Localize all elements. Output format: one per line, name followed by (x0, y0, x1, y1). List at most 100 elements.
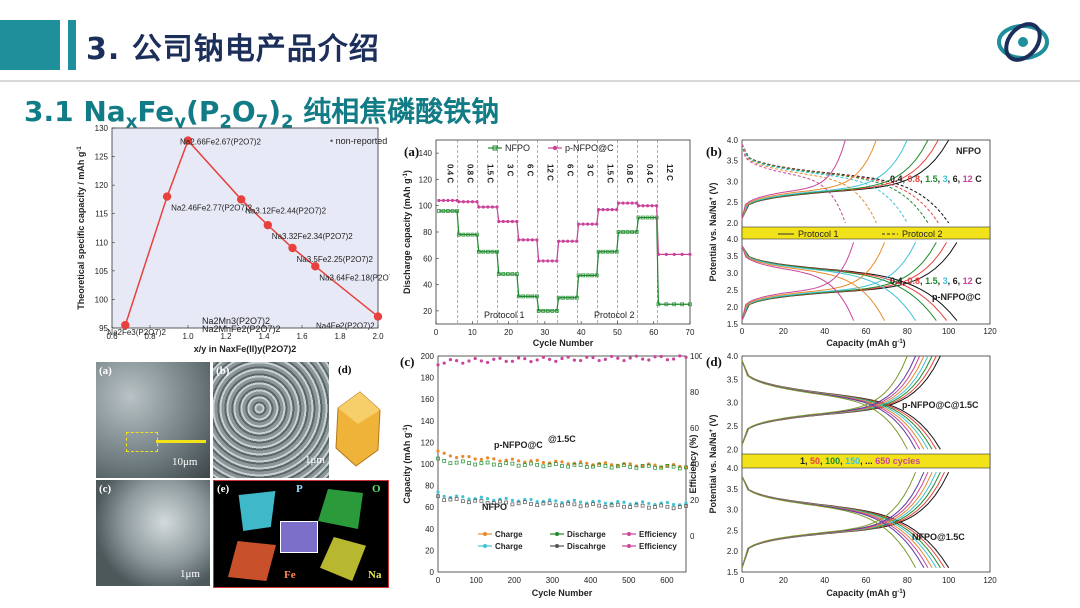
cycling-point (641, 357, 645, 361)
chart-a-x-tick: 70 (686, 328, 695, 337)
chart1-point (237, 195, 246, 204)
cycling-point (678, 354, 682, 358)
chart-d-x-tick: 80 (903, 576, 912, 585)
chart1-x-tick: 1.2 (220, 332, 232, 341)
sem-image-b: (b) 1μm (213, 362, 329, 478)
cycling-point (498, 459, 502, 463)
cycling-point (566, 501, 571, 506)
chart-a-point (466, 232, 470, 237)
scale-bar-a: 10μm (172, 456, 198, 468)
chart-a-point (664, 252, 668, 256)
chart-a-point (688, 302, 692, 307)
chart-a-point (441, 198, 446, 203)
chart-a-point (645, 215, 650, 220)
cycling-point (455, 456, 459, 460)
chart1-y-tick: 105 (95, 267, 109, 276)
cycling-point (504, 461, 509, 466)
cycling-point (560, 464, 564, 468)
chart1-point-label: Na4Fe2(P2O7)2 (316, 322, 375, 331)
chart-a-point (437, 198, 441, 203)
chart-b-y-tick: 3.0 (727, 177, 739, 186)
chart-c-y-tick: 60 (425, 503, 434, 512)
chart-d-y-tick: 1.5 (727, 568, 739, 577)
cycling-point (603, 501, 607, 505)
cycling-point (622, 463, 626, 467)
chart-a-point (650, 215, 654, 220)
chart-a-point (476, 249, 481, 254)
chart-a-point (541, 259, 545, 263)
cycling-point (448, 497, 453, 502)
cycling-point (578, 504, 583, 509)
chart-c-y-tick: 180 (421, 374, 435, 383)
rate-label: 6 C (525, 164, 534, 177)
cycling-point (517, 499, 521, 503)
cycling-point (610, 501, 614, 505)
chart-a-point (634, 230, 639, 234)
chart-a-point (461, 200, 465, 204)
cycling-point (665, 464, 670, 468)
chart-b-rates-top: 0.4, 0.8, 1.5, 3, 6, 12 C (890, 174, 982, 184)
chart-c-y2-tick: 40 (690, 460, 699, 469)
chart-a-point (475, 200, 479, 204)
cycling-point (485, 501, 490, 505)
company-logo-icon (997, 22, 1049, 62)
cycling-point (597, 499, 601, 503)
panel-label-b: (b) (706, 144, 722, 159)
chart1-x-tick: 0.6 (106, 332, 118, 341)
cycling-point (510, 498, 514, 502)
cycling-point (634, 465, 639, 470)
chart-a-point (441, 209, 446, 213)
chart-a-point (650, 204, 654, 208)
cycling-legend-item: Charge (495, 530, 523, 539)
cycling-point (684, 355, 688, 359)
cycling-point (566, 462, 570, 466)
chart1-point-label: Na3.5Fe2.25(P2O7)2 (297, 255, 374, 264)
cycling-point (541, 464, 546, 469)
cycling-point (579, 460, 583, 464)
chart-a-point (680, 252, 684, 256)
voltage-profile-rate-chart: 0 20 40 60 80 100 120 2.0 2.5 3.0 3.5 4.0 1.5 2.0 2.5 3… (706, 136, 997, 348)
chart-c-y2-tick: 20 (690, 496, 699, 505)
cycling-point (616, 356, 620, 360)
cycling-point (672, 502, 676, 507)
chart-c-y2-tick: 0 (690, 532, 695, 541)
chart-d-y-tick: 4.0 (727, 352, 739, 361)
chart-d-y-tick: 3.0 (727, 506, 739, 515)
chart-a-point (570, 295, 575, 300)
cycling-point (646, 505, 651, 510)
chart-c-x-tick: 400 (584, 576, 598, 585)
cycling-point (442, 459, 447, 463)
cycling-legend-item: Discharge (567, 530, 606, 539)
chart-a-point (605, 249, 610, 254)
chart-b-y-tick: 2.0 (727, 303, 739, 312)
chart-a-point (616, 230, 621, 234)
sem-image-c: (c) 1μm (96, 480, 210, 586)
header-accent-bar (0, 20, 60, 70)
chart1-x-tick: 1.8 (334, 332, 346, 341)
chart-a-point (590, 222, 594, 226)
cycling-point (510, 359, 514, 363)
cycling-point (486, 456, 490, 460)
cycling-point (591, 502, 595, 506)
chart-d-y-tick: 3.5 (727, 485, 739, 494)
cycling-point (560, 501, 564, 505)
chart-a-point (481, 205, 485, 209)
chart-a-point (554, 309, 559, 313)
chart-a-point (664, 302, 669, 307)
chart-a-point (570, 239, 574, 243)
cycling-point (634, 503, 639, 508)
cycling-point (442, 361, 446, 365)
discharge-curve (741, 143, 908, 224)
chart-a-point (495, 249, 499, 254)
chart-a-point (545, 309, 550, 313)
cycling-point (467, 454, 471, 459)
cycling-point (529, 461, 533, 466)
cycling-point (436, 490, 440, 494)
chart-c-x-label: Cycle Number (532, 588, 593, 598)
cycling-point (566, 499, 570, 504)
chart-a-point (475, 232, 479, 237)
chart-a-x-tick: 30 (540, 328, 549, 337)
chart-a-point (457, 200, 461, 204)
chart1-y-tick: 95 (99, 324, 108, 333)
cycling-point (684, 465, 688, 470)
